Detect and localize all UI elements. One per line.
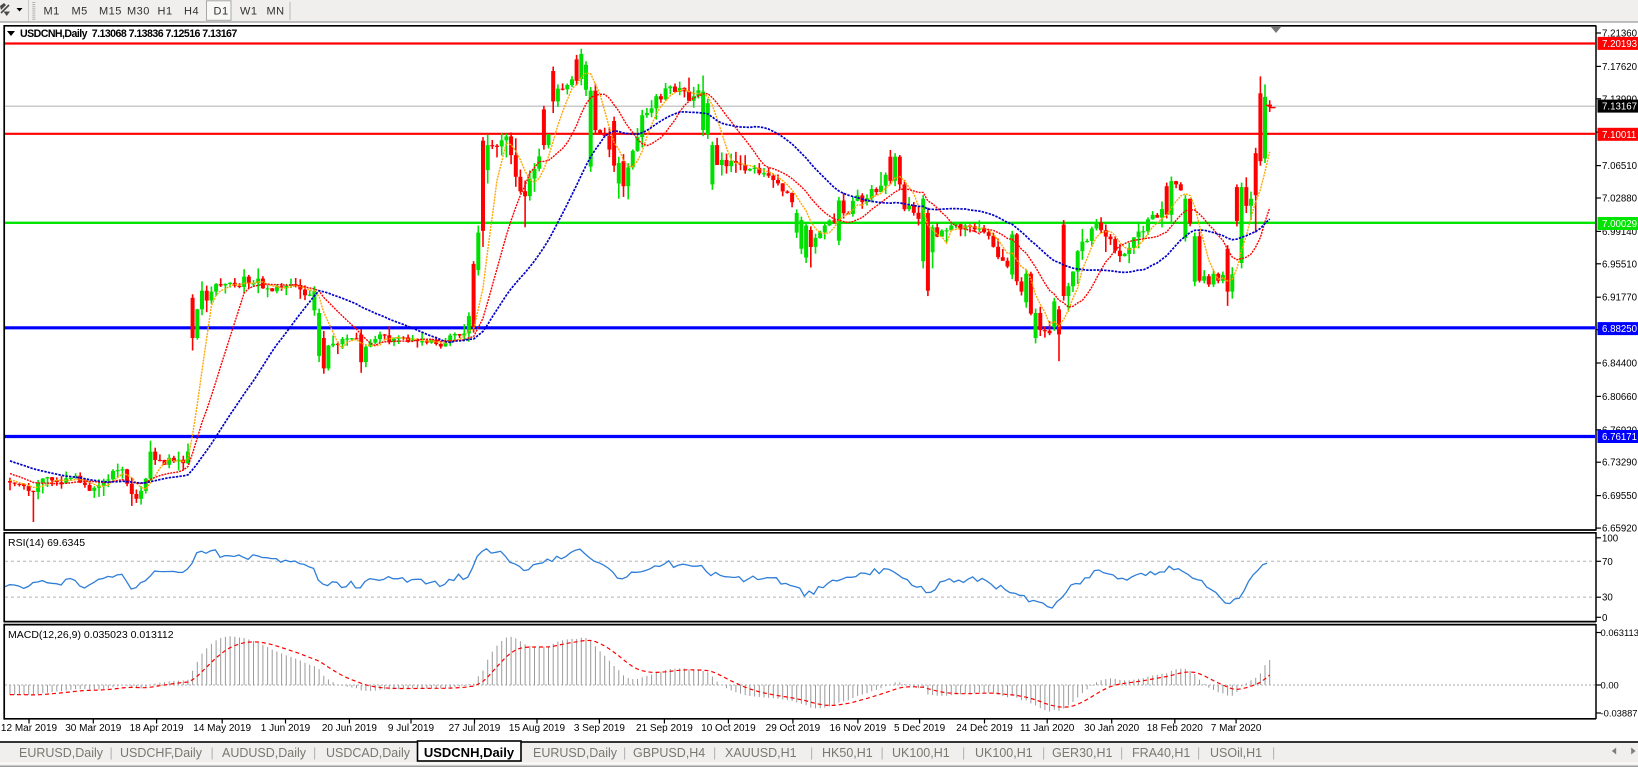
svg-text:30 Jan 2020: 30 Jan 2020 — [1084, 723, 1139, 734]
svg-text:W1: W1 — [240, 6, 258, 18]
svg-text:0: 0 — [1602, 613, 1608, 624]
svg-text:24 Dec 2019: 24 Dec 2019 — [956, 723, 1013, 734]
svg-text:6.73290: 6.73290 — [1602, 458, 1638, 469]
svg-text:UK100,H1: UK100,H1 — [975, 746, 1033, 760]
svg-text:3 Sep 2019: 3 Sep 2019 — [574, 723, 626, 734]
svg-text:27 Jul 2019: 27 Jul 2019 — [449, 723, 501, 734]
svg-text:16 Nov 2019: 16 Nov 2019 — [830, 723, 887, 734]
svg-text:USDCNH,Daily: USDCNH,Daily — [424, 745, 515, 760]
svg-text:EURUSD,Daily: EURUSD,Daily — [19, 746, 104, 760]
svg-text:FRA40,H1: FRA40,H1 — [1132, 746, 1190, 760]
svg-text:|: | — [211, 746, 214, 760]
svg-text:12 Mar 2019: 12 Mar 2019 — [1, 723, 58, 734]
svg-text:|: | — [881, 746, 884, 760]
svg-text:7.20193: 7.20193 — [1602, 39, 1637, 50]
svg-text:29 Oct 2019: 29 Oct 2019 — [766, 723, 821, 734]
svg-text:6.69550: 6.69550 — [1602, 491, 1638, 502]
svg-text:|: | — [313, 746, 316, 760]
svg-text:100: 100 — [1602, 533, 1619, 544]
svg-text:EURUSD,Daily: EURUSD,Daily — [533, 746, 618, 760]
svg-text:H4: H4 — [184, 6, 199, 18]
svg-text:18 Feb 2020: 18 Feb 2020 — [1147, 723, 1204, 734]
svg-text:7.10011: 7.10011 — [1602, 130, 1636, 141]
svg-text:M1: M1 — [44, 6, 60, 18]
svg-text:AUDUSD,Daily: AUDUSD,Daily — [222, 746, 307, 760]
svg-text:7.21360: 7.21360 — [1602, 29, 1638, 40]
svg-text:HK50,H1: HK50,H1 — [822, 746, 873, 760]
svg-text:MN: MN — [267, 6, 285, 18]
svg-text:7.06510: 7.06510 — [1602, 161, 1638, 172]
svg-text:11 Jan 2020: 11 Jan 2020 — [1020, 723, 1075, 734]
svg-text:M5: M5 — [72, 6, 88, 18]
svg-text:21 Sep 2019: 21 Sep 2019 — [636, 723, 693, 734]
svg-text:6.65920: 6.65920 — [1602, 524, 1638, 535]
svg-text:USOil,H1: USOil,H1 — [1210, 746, 1262, 760]
svg-text:30 Mar 2019: 30 Mar 2019 — [65, 723, 122, 734]
svg-text:M30: M30 — [127, 6, 150, 18]
svg-text:RSI(14) 69.6345: RSI(14) 69.6345 — [8, 537, 85, 549]
svg-text:6.95510: 6.95510 — [1602, 259, 1638, 270]
svg-text:15 Aug 2019: 15 Aug 2019 — [509, 723, 566, 734]
svg-text:|: | — [1120, 746, 1123, 760]
svg-text:18 Apr 2019: 18 Apr 2019 — [130, 723, 184, 734]
svg-text:14 May 2019: 14 May 2019 — [193, 723, 251, 734]
svg-text:H1: H1 — [158, 6, 173, 18]
svg-text:|: | — [110, 746, 113, 760]
svg-text:6.99140: 6.99140 — [1602, 227, 1638, 238]
svg-text:7.13167: 7.13167 — [1602, 102, 1637, 113]
svg-text:7.00029: 7.00029 — [1602, 219, 1637, 230]
svg-text:|: | — [623, 746, 626, 760]
svg-text:XAUUSD,H1: XAUUSD,H1 — [725, 746, 797, 760]
svg-text:|: | — [962, 746, 965, 760]
svg-text:USDCHF,Daily: USDCHF,Daily — [120, 746, 203, 760]
svg-text:M15: M15 — [99, 6, 122, 18]
svg-text:9 Jul 2019: 9 Jul 2019 — [388, 723, 435, 734]
svg-text:20 Jun 2019: 20 Jun 2019 — [322, 723, 377, 734]
svg-text:|: | — [810, 746, 813, 760]
svg-text:0.063113: 0.063113 — [1601, 627, 1638, 638]
svg-text:|: | — [713, 746, 716, 760]
svg-text:7.02880: 7.02880 — [1602, 194, 1638, 205]
svg-text:6.80660: 6.80660 — [1602, 392, 1638, 403]
svg-text:|: | — [1197, 746, 1200, 760]
svg-text:GBPUSD,H4: GBPUSD,H4 — [633, 746, 705, 760]
svg-text:USDCAD,Daily: USDCAD,Daily — [326, 746, 411, 760]
svg-text:7 Mar 2020: 7 Mar 2020 — [1211, 723, 1262, 734]
svg-text:6.84400: 6.84400 — [1602, 359, 1638, 370]
svg-text:6.76171: 6.76171 — [1602, 432, 1637, 443]
svg-text:USDCNH,Daily 7.13068 7.13836: USDCNH,Daily 7.13068 7.13836 7.12516 7.1… — [20, 28, 237, 40]
svg-text:|: | — [1042, 746, 1045, 760]
svg-text:0.00: 0.00 — [1601, 680, 1619, 691]
svg-text:5 Dec 2019: 5 Dec 2019 — [894, 723, 946, 734]
svg-text:7.17620: 7.17620 — [1602, 62, 1638, 73]
svg-text:6.88250: 6.88250 — [1602, 324, 1638, 335]
svg-text:70: 70 — [1602, 557, 1613, 568]
svg-text:1 Jun 2019: 1 Jun 2019 — [261, 723, 311, 734]
svg-text:-0.038877: -0.038877 — [1601, 708, 1638, 719]
svg-text:10 Oct 2019: 10 Oct 2019 — [701, 723, 756, 734]
svg-text:|: | — [1272, 746, 1275, 760]
svg-text:30: 30 — [1602, 593, 1613, 604]
svg-text:UK100,H1: UK100,H1 — [892, 746, 950, 760]
svg-text:6.91770: 6.91770 — [1602, 293, 1638, 304]
svg-text:D1: D1 — [214, 6, 229, 18]
svg-text:GER30,H1: GER30,H1 — [1052, 746, 1112, 760]
svg-text:MACD(12,26,9) 0.035023 0.01311: MACD(12,26,9) 0.035023 0.013112 — [8, 629, 174, 641]
